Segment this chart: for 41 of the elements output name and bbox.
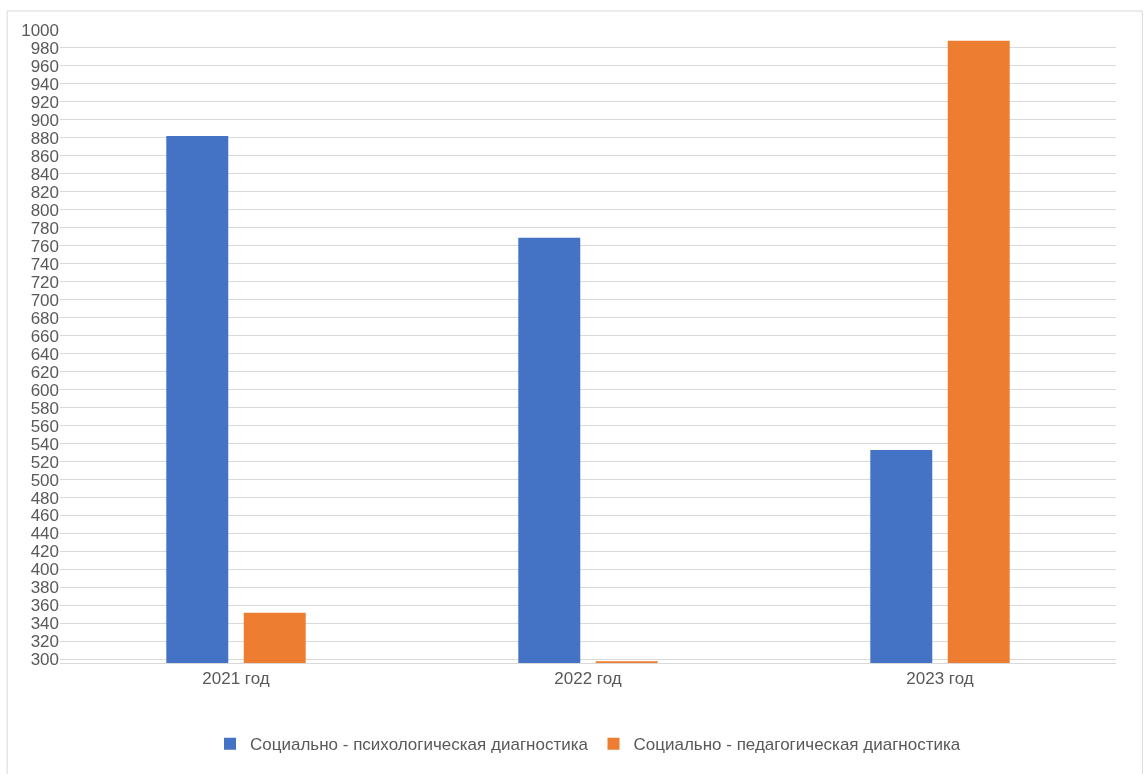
y-tick-label: 700 — [30, 290, 59, 310]
y-tick-label: 440 — [30, 524, 59, 544]
y-tick-label: 800 — [30, 200, 59, 220]
y-tick-label: 520 — [30, 452, 59, 472]
x-tick-label: 2022 год — [554, 669, 622, 689]
y-tick-label: 920 — [30, 92, 59, 112]
y-tick-label: 380 — [30, 578, 59, 598]
x-tick-label: 2023 год — [906, 669, 974, 689]
y-tick-label: 940 — [30, 74, 59, 94]
y-tick-label: 960 — [30, 56, 59, 76]
y-tick-label: 360 — [30, 596, 59, 616]
y-tick-label: 740 — [30, 254, 59, 274]
y-tick-label: 640 — [30, 344, 59, 364]
y-tick-label: 840 — [30, 164, 59, 184]
y-tick-label: 660 — [30, 326, 59, 346]
x-tick-label: 2021 год — [202, 669, 270, 689]
y-tick-label: 1000 — [21, 20, 59, 40]
y-tick-label: 320 — [30, 632, 59, 652]
y-tick-label: 560 — [30, 416, 59, 436]
y-tick-label: 680 — [30, 308, 59, 328]
y-tick-label: 880 — [30, 128, 59, 148]
y-tick-label: 780 — [30, 218, 59, 238]
legend-label: Социально - психологическая диагностика — [250, 735, 589, 755]
y-tick-label: 720 — [30, 272, 59, 292]
y-tick-label: 900 — [30, 110, 59, 130]
y-tick-label: 820 — [30, 182, 59, 202]
y-tick-label: 340 — [30, 614, 59, 634]
y-tick-label: 600 — [30, 380, 59, 400]
legend-label: Социально - педагогическая диагностика — [633, 735, 961, 755]
y-tick-label: 580 — [30, 398, 59, 418]
y-tick-label: 480 — [30, 488, 59, 508]
y-tick-label: 420 — [30, 542, 59, 562]
y-tick-label: 860 — [30, 146, 59, 166]
y-tick-label: 460 — [30, 506, 59, 526]
y-tick-label: 500 — [30, 470, 59, 490]
y-tick-label: 980 — [30, 38, 59, 58]
y-tick-label: 540 — [30, 434, 59, 454]
y-tick-label: 300 — [30, 650, 59, 670]
y-tick-label: 400 — [30, 560, 59, 580]
y-tick-label: 620 — [30, 362, 59, 382]
y-tick-label: 760 — [30, 236, 59, 256]
